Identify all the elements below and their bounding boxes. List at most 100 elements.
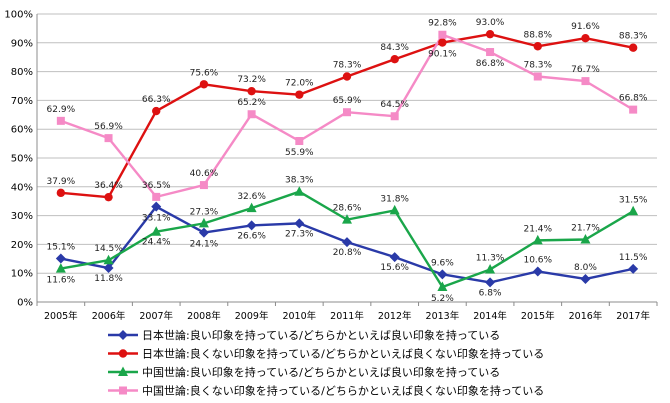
data-point-japan-bad xyxy=(56,188,66,198)
data-label-japan-good: 11.8% xyxy=(94,274,123,284)
data-label-china-bad: 65.9% xyxy=(333,96,362,106)
data-label-japan-good: 33.1% xyxy=(142,214,171,224)
data-point-china-good xyxy=(580,234,591,244)
data-label-china-good: 31.5% xyxy=(619,195,648,205)
data-label-japan-bad: 36.4% xyxy=(94,181,123,191)
data-point-japan-bad xyxy=(390,55,399,64)
data-label-china-bad: 78.3% xyxy=(523,60,552,70)
data-point-china-good xyxy=(151,226,162,236)
data-label-china-bad: 55.9% xyxy=(285,148,314,158)
x-tick-label: 2006年 xyxy=(92,310,126,322)
axes: 0% 10% 20% 30% 40% 50% 60% 70% 80% 90% 100% 2005年 20… xyxy=(4,10,658,322)
data-point-china-bad xyxy=(438,30,447,39)
data-label-china-good: 28.6% xyxy=(333,204,362,214)
data-point-china-good xyxy=(246,202,257,213)
data-point-japan-good xyxy=(485,277,496,288)
data-label-japan-bad: 66.3% xyxy=(142,95,171,105)
data-label-japan-good: 6.8% xyxy=(479,288,502,298)
data-point-china-bad xyxy=(390,112,399,121)
data-point-japan-bad xyxy=(104,192,113,202)
data-label-japan-bad: 37.9% xyxy=(47,177,76,187)
data-label-china-good: 5.2% xyxy=(431,294,454,304)
data-point-japan-good xyxy=(103,263,114,274)
y-tick-label: 70% xyxy=(11,96,33,107)
legend-label-japan-bad: 日本世論:良くない印象を持っている/どちらかといえば良くない印象を持っている xyxy=(142,347,544,361)
data-point-japan-good xyxy=(294,218,305,229)
legend-label-japan-good: 日本世論:良い印象を持っている/どちらかといえば良い印象を持っている xyxy=(142,328,500,342)
data-label-china-good: 11.6% xyxy=(47,276,76,286)
data-label-japan-good: 9.6% xyxy=(431,258,454,268)
data-point-china-good xyxy=(437,281,448,292)
data-label-china-good: 14.5% xyxy=(94,244,123,254)
data-point-china-bad xyxy=(343,108,351,117)
data-point-china-bad xyxy=(581,77,590,86)
data-label-japan-good: 15.1% xyxy=(47,243,76,253)
legend-label-china-good: 中国世論:良い印象を持っている/どちらかといえば良い印象を持っている xyxy=(142,365,500,379)
x-tick-label: 2009年 xyxy=(235,310,269,322)
data-label-japan-good: 26.6% xyxy=(237,231,266,241)
data-point-china-good xyxy=(532,234,543,245)
y-tick-label: 60% xyxy=(11,125,33,136)
data-point-china-good xyxy=(55,263,66,273)
data-point-china-bad xyxy=(152,192,161,201)
x-tick-label: 2010年 xyxy=(282,310,316,322)
x-tick-label: 2012年 xyxy=(378,310,412,322)
data-label-japan-bad: 90.1% xyxy=(428,50,457,60)
legend-label-china-bad: 中国世論:良くない印象を持っている/どちらかといえば良くない印象を持っている xyxy=(142,384,544,398)
data-label-china-bad: 76.7% xyxy=(571,65,600,75)
y-tick-label: 0% xyxy=(17,298,33,309)
data-label-china-good: 24.4% xyxy=(142,238,171,248)
data-point-china-good xyxy=(628,205,639,216)
data-point-china-good xyxy=(103,254,114,265)
y-tick-label: 50% xyxy=(11,154,33,165)
y-tick-label: 90% xyxy=(11,38,33,49)
data-label-japan-good: 27.3% xyxy=(285,229,314,239)
data-label-japan-bad: 84.3% xyxy=(380,43,409,53)
y-tick-label: 80% xyxy=(11,67,33,78)
data-point-china-bad xyxy=(533,72,542,81)
data-label-japan-good: 15.6% xyxy=(380,263,409,273)
data-point-china-good xyxy=(198,217,209,228)
data-point-china-bad xyxy=(199,181,208,190)
data-label-china-good: 31.8% xyxy=(380,194,409,204)
x-tick-label: 2014年 xyxy=(473,310,507,322)
legend-marker-china-good xyxy=(118,366,128,376)
x-tick-label: 2005年 xyxy=(44,310,78,322)
data-label-china-good: 21.4% xyxy=(523,224,552,234)
data-point-china-good xyxy=(485,263,496,274)
x-tick-label: 2015年 xyxy=(521,310,555,322)
data-point-china-bad xyxy=(56,116,65,125)
data-point-japan-bad xyxy=(199,80,209,89)
data-point-japan-good xyxy=(246,220,257,231)
data-point-japan-good xyxy=(198,227,209,238)
data-label-japan-good: 20.8% xyxy=(333,248,362,258)
y-tick-label: 30% xyxy=(11,211,33,222)
y-tick-label: 40% xyxy=(11,182,33,193)
y-tick-label: 100% xyxy=(4,10,33,21)
data-label-japan-bad: 78.3% xyxy=(333,60,362,70)
data-point-japan-bad xyxy=(247,86,256,96)
data-point-japan-good xyxy=(580,273,591,284)
data-label-japan-bad: 93.0% xyxy=(476,18,505,28)
data-label-china-bad: 40.6% xyxy=(190,169,219,179)
data-label-japan-good: 24.1% xyxy=(190,240,219,250)
data-label-china-good: 32.6% xyxy=(237,192,266,202)
y-tick-label: 10% xyxy=(11,269,33,280)
x-tick-label: 2013年 xyxy=(426,310,460,322)
data-point-japan-good xyxy=(389,252,400,263)
x-tick-label: 2016年 xyxy=(569,310,603,322)
x-tick-label: 2008年 xyxy=(187,310,221,322)
data-label-japan-bad: 91.6% xyxy=(571,22,600,32)
data-label-japan-bad: 88.3% xyxy=(619,32,648,42)
data-point-japan-bad xyxy=(438,38,447,47)
data-label-china-bad: 62.9% xyxy=(47,105,76,115)
data-label-china-good: 38.3% xyxy=(285,176,314,186)
data-label-japan-bad: 73.2% xyxy=(237,75,266,85)
data-point-japan-bad xyxy=(485,29,495,39)
legend-marker-china-bad xyxy=(119,386,127,395)
data-point-china-bad xyxy=(486,48,495,57)
series xyxy=(55,29,639,292)
data-point-japan-good xyxy=(342,237,352,248)
data-label-china-bad: 36.5% xyxy=(142,181,171,191)
